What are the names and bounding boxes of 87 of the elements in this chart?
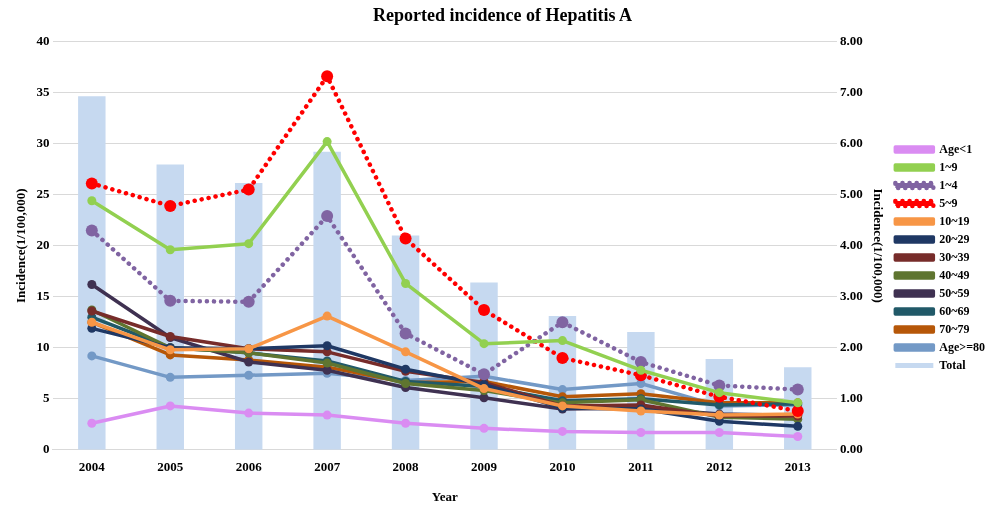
point [399,327,412,340]
y-tick-label: 5 [43,390,51,406]
point [322,341,332,351]
point [714,427,724,437]
point [401,347,411,357]
y2-tick-label: 5.00 [839,186,863,202]
chart-title: Reported incidence of Hepatitis A [373,5,632,26]
legend-label: 40~49 [939,267,970,282]
y2-tick-label: 8.00 [839,32,863,48]
x-tick-label: 2011 [628,458,654,474]
legend-label: 5~9 [939,195,958,210]
y-tick-label: 10 [36,339,50,355]
point [164,199,177,212]
point [87,418,97,428]
x-tick-label: 2013 [784,458,812,474]
point [793,421,803,431]
legend-label: 20~29 [939,231,970,246]
legend-label: 1~9 [939,159,958,174]
point [401,278,411,288]
point [165,372,175,382]
y-tick-label: 25 [36,186,51,202]
point [321,210,334,223]
point [478,303,491,316]
point [714,388,724,398]
point [557,336,567,346]
x-tick-label: 2007 [314,458,341,474]
y-tick-label: 35 [36,83,51,99]
x-tick-label: 2008 [392,458,420,474]
point [793,432,803,442]
legend-label: Age>=80 [939,339,985,354]
point [87,279,97,289]
point [244,370,254,380]
y-tick-label: 30 [36,135,50,151]
legend-label: Total [939,357,967,372]
point [85,177,98,190]
point [322,410,332,420]
y-tick-label: 20 [36,237,50,253]
point [242,295,255,308]
point [165,401,175,411]
x-tick-label: 2012 [706,458,733,474]
legend-label: Age<1 [939,141,973,156]
y2-tick-label: 0.00 [839,441,863,457]
point [636,365,646,375]
point [322,137,332,147]
point [479,423,489,433]
point [479,339,489,349]
x-tick-label: 2006 [235,458,263,474]
point [636,427,646,437]
point [244,239,254,249]
legend-label: 60~69 [939,303,970,318]
x-tick-label: 2004 [78,458,106,474]
x-tick-label: 2009 [471,458,498,474]
point [556,351,569,364]
point [557,426,567,436]
y-tick-label: 0 [43,441,50,457]
y2-tick-label: 4.00 [839,237,863,253]
y2-tick-label: 6.00 [839,135,863,151]
point [87,196,97,206]
y2-tick-label: 1.00 [839,390,863,406]
y2-axis-title: Incidence(1/100,000) [871,188,887,303]
y-tick-label: 40 [36,32,50,48]
point [165,245,175,255]
point [401,418,411,428]
point [321,70,334,83]
legend-label: 10~19 [939,213,970,228]
point [791,405,804,418]
x-tick-label: 2005 [157,458,184,474]
point [556,316,569,329]
y2-tick-label: 3.00 [839,288,863,304]
point [399,232,412,245]
legend-label: 30~39 [939,249,970,264]
point [242,183,255,196]
point [791,383,804,396]
y2-tick-label: 2.00 [839,339,863,355]
y-tick-label: 15 [36,288,51,304]
point [244,408,254,418]
x-tick-label: 2010 [549,458,576,474]
point [85,224,98,237]
point [87,351,97,361]
y2-tick-label: 7.00 [839,83,863,99]
legend-label: 50~59 [939,285,970,300]
point [322,311,332,321]
legend-label: 70~79 [939,321,970,336]
point [164,294,177,307]
y-axis-title: Incidence(1/100,000) [13,188,29,303]
x-axis-title: Year [431,488,459,504]
legend-label: 1~4 [939,177,958,192]
